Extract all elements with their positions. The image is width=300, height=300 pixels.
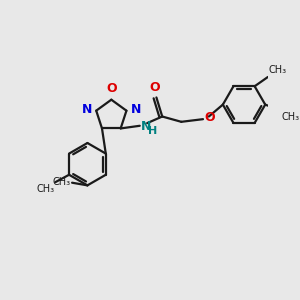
Text: N: N: [141, 120, 152, 133]
Text: N: N: [131, 103, 141, 116]
Text: O: O: [205, 111, 215, 124]
Text: O: O: [106, 82, 117, 95]
Text: O: O: [150, 81, 160, 94]
Text: CH₃: CH₃: [269, 65, 287, 75]
Text: N: N: [82, 103, 92, 116]
Text: H: H: [148, 126, 157, 136]
Text: CH₃: CH₃: [282, 112, 300, 122]
Text: CH₃: CH₃: [53, 177, 71, 187]
Text: CH₃: CH₃: [36, 184, 54, 194]
